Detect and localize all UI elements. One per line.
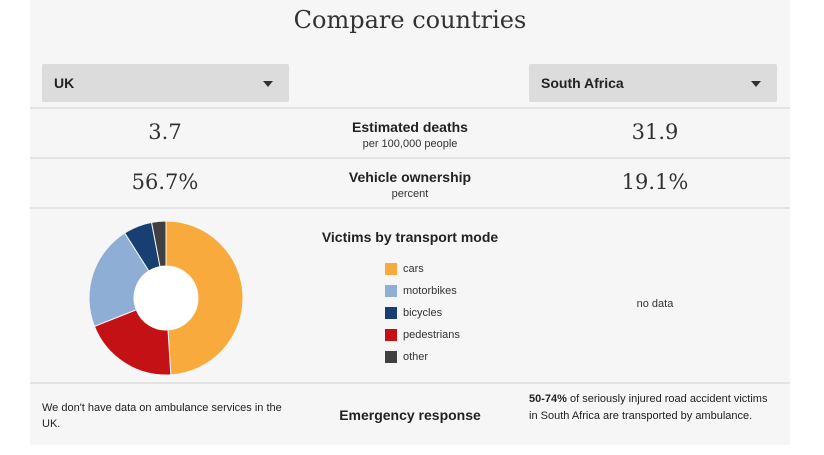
legend-item-motorbikes: motorbikes [385,280,460,302]
victims-donut-chart [88,220,244,376]
divider [30,382,790,384]
victims-title: Victims by transport mode [321,229,499,245]
left-country-value: UK [54,75,75,91]
ownership-label: Vehicle ownership [348,169,472,185]
divider [30,157,790,159]
divider [30,207,790,209]
right-country-select[interactable]: South Africa [529,64,777,102]
chevron-down-icon [263,81,273,87]
legend-item-cars: cars [385,258,460,280]
legend-label: bicycles [403,307,443,319]
legend-item-bicycles: bicycles [385,302,460,324]
legend-swatch [385,351,397,363]
ownership-sublabel: percent [391,188,429,200]
right-country-value: South Africa [541,75,624,91]
legend-label: other [403,351,429,363]
emergency-label: Emergency response [339,407,481,423]
legend-swatch [385,263,397,275]
victims-legend: cars motorbikes bicycles pedestrians oth… [385,258,460,368]
deaths-label: Estimated deaths [352,119,468,135]
right-deaths-value: 31.9 [631,120,679,144]
compare-panel: Compare countries UK South Africa 3.7 Es… [30,0,790,445]
chevron-down-icon [751,81,761,87]
legend-label: motorbikes [403,285,457,297]
donut-slice-cars [165,220,244,376]
legend-label: pedestrians [403,329,460,341]
legend-swatch [385,329,397,341]
left-country-select[interactable]: UK [42,64,289,102]
legend-item-pedestrians: pedestrians [385,324,460,346]
left-emergency-text: We don't have data on ambulance services… [42,402,282,430]
right-victims-no-data: no data [636,298,674,310]
right-emergency-text: 50-74% of seriously injured road acciden… [529,391,774,425]
legend-label: cars [403,263,424,275]
legend-item-other: other [385,346,460,368]
left-ownership-value: 56.7% [131,170,199,194]
legend-swatch [385,285,397,297]
donut-hole [134,266,198,330]
right-ownership-value: 19.1% [621,170,689,194]
divider [30,107,790,109]
legend-swatch [385,307,397,319]
emergency-highlight: 50-74% [529,393,567,405]
page-title: Compare countries [293,6,527,34]
emergency-body: of seriously injured road accident victi… [529,393,768,422]
left-deaths-value: 3.7 [148,120,182,144]
deaths-sublabel: per 100,000 people [362,138,458,150]
